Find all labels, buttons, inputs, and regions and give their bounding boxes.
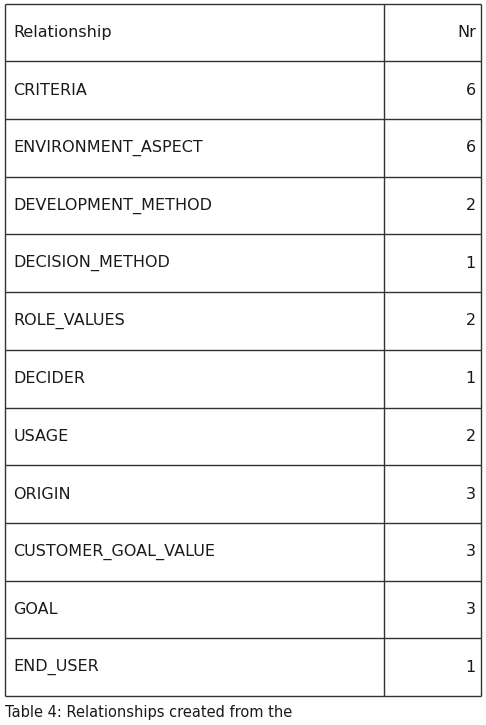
- Text: 3: 3: [466, 486, 476, 502]
- Text: 3: 3: [466, 544, 476, 559]
- Text: 1: 1: [466, 256, 476, 270]
- Text: 3: 3: [466, 602, 476, 617]
- Text: ENVIRONMENT_ASPECT: ENVIRONMENT_ASPECT: [14, 140, 203, 156]
- Text: 2: 2: [466, 313, 476, 328]
- Text: Relationship: Relationship: [14, 25, 112, 40]
- Text: 2: 2: [466, 198, 476, 213]
- Text: DECISION_METHOD: DECISION_METHOD: [14, 255, 171, 271]
- Text: USAGE: USAGE: [14, 429, 69, 444]
- Text: 6: 6: [466, 141, 476, 155]
- Text: Nr: Nr: [457, 25, 476, 40]
- Text: Table 4: Relationships created from the: Table 4: Relationships created from the: [5, 705, 292, 720]
- Text: ORIGIN: ORIGIN: [14, 486, 71, 502]
- Text: DEVELOPMENT_METHOD: DEVELOPMENT_METHOD: [14, 197, 212, 214]
- Text: END_USER: END_USER: [14, 659, 99, 675]
- Text: DECIDER: DECIDER: [14, 371, 86, 386]
- Text: CUSTOMER_GOAL_VALUE: CUSTOMER_GOAL_VALUE: [14, 544, 216, 560]
- Text: 1: 1: [466, 371, 476, 386]
- Text: ROLE_VALUES: ROLE_VALUES: [14, 313, 125, 329]
- Text: 2: 2: [466, 429, 476, 444]
- Text: GOAL: GOAL: [14, 602, 58, 617]
- Text: 1: 1: [466, 660, 476, 675]
- Text: 6: 6: [466, 83, 476, 98]
- Text: CRITERIA: CRITERIA: [14, 83, 87, 98]
